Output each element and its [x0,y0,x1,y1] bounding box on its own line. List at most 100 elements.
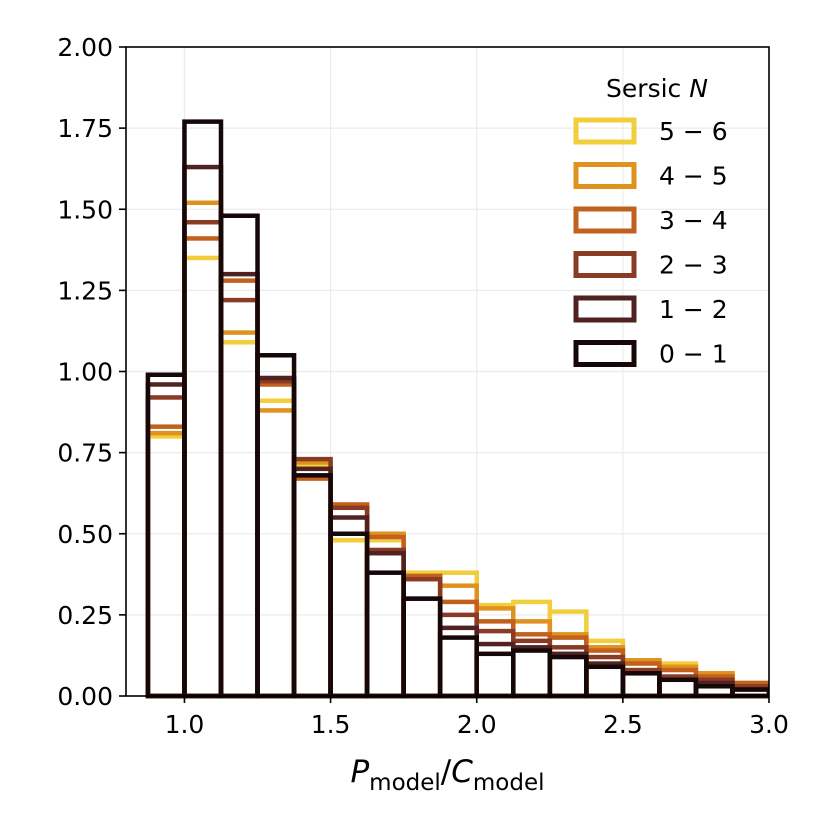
histogram-bar [364,534,406,699]
histogram-bar [145,424,187,699]
histogram-bar [255,378,297,699]
x-tick-label: 3.0 [749,710,789,739]
histogram-bar [218,213,260,699]
histogram-bar [620,671,662,699]
histogram-bar [437,635,479,699]
legend-item: 2 − 3 [573,251,728,280]
histogram-bar [474,602,516,699]
y-tick-label: 1.75 [57,114,113,143]
histogram-bar [437,570,479,699]
legend-label: 5 − 6 [659,117,728,146]
histogram-bar [291,463,333,699]
legend-swatch [573,206,637,234]
legend-item: 1 − 2 [573,295,728,324]
legend-label: 3 − 4 [659,206,728,235]
histogram-bar [401,573,443,699]
histogram-bar [218,340,260,699]
legend-label: 2 − 3 [659,251,728,280]
legend-items: 5 − 6 4 − 5 3 − 4 2 − 3 1 − 2 0 − 1 [573,117,728,369]
histogram-bar [291,456,333,699]
histogram-bar [182,119,224,699]
histogram-bar [328,505,370,699]
histogram-bar [657,667,699,699]
x-tick-label: 2.0 [457,710,497,739]
histogram-bar [474,628,516,699]
histogram-bar [291,460,333,699]
histogram-bar [511,632,553,699]
legend-swatch [573,295,637,323]
y-tick-label: 1.50 [57,195,113,224]
histogram-bar [364,570,406,699]
x-tick-label: 1.5 [311,710,351,739]
x-tick-label: 2.5 [603,710,643,739]
histogram-bar [255,353,297,699]
histogram-bar [218,330,260,699]
x-axis-label-sub-2: model [473,770,545,796]
legend-swatch [573,251,637,278]
x-axis: 1.0 1.5 2.0 2.5 3.0 [165,696,789,739]
y-tick-label: 0.50 [57,520,113,549]
histogram-bar [511,645,553,699]
x-axis-label-main-2: C [451,754,473,790]
histogram-bar [255,382,297,699]
histogram-bar [145,434,187,699]
histogram-bar [584,645,626,699]
histogram-bar [401,596,443,699]
histogram-bar [328,515,370,699]
x-axis-label: Pmodel/Cmodel [350,754,544,796]
legend-swatch [573,340,637,367]
legend-swatch [573,117,637,145]
legend-label: 1 − 2 [659,295,728,324]
histogram-bar [218,271,260,699]
histogram-bar [657,677,699,699]
histogram-bar [328,537,370,699]
histogram-bar [584,664,626,699]
histogram-bar [547,651,589,699]
series-2-3 [145,219,769,699]
y-tick-label: 0.75 [57,439,113,468]
y-tick-label: 0.25 [57,601,113,630]
histogram-bar [145,430,187,699]
histogram-bar [620,671,662,699]
legend-item: 5 − 6 [573,117,728,146]
histogram-bar [182,164,224,699]
legend-label: 4 − 5 [659,162,728,191]
histogram-bar [291,473,333,699]
legend-label: 0 − 1 [659,340,728,369]
histogram-bar [547,654,589,699]
histogram-bar [182,236,224,699]
y-tick-label: 1.25 [57,276,113,305]
legend: Sersic N 5 − 6 4 − 5 3 − 4 2 − 3 1 − 2 0 − 1 [573,74,728,369]
y-tick-label: 1.00 [57,358,113,387]
histogram-bar [291,476,333,699]
histogram-bar [255,375,297,699]
legend-swatch [573,162,637,189]
histogram-bar [255,408,297,699]
histogram-bar [182,200,224,699]
legend-item: 4 − 5 [573,162,728,191]
histogram-bar [145,372,187,699]
histogram-bar [291,466,333,699]
histogram-bar [182,219,224,699]
histogram-bar [401,570,443,699]
histogram-bar [182,255,224,699]
x-axis-label-sep: / [441,754,452,790]
y-tick-label: 2.00 [57,33,113,62]
histogram-bar [657,677,699,699]
y-tick-label: 0.00 [57,682,113,711]
histogram-bar [364,537,406,699]
histogram-bar [145,395,187,699]
x-axis-label-main-1: P [350,754,369,790]
legend-title-text: Sersic [606,74,689,103]
x-tick-label: 1.0 [165,710,205,739]
histogram-bar [693,684,735,699]
y-axis: 0.00 0.25 0.50 0.75 1.00 1.25 1.50 1.75 2.00 [57,33,126,711]
histogram-bar [511,648,553,699]
legend-title: Sersic N [606,74,708,103]
legend-item: 3 − 4 [573,206,728,235]
histogram-bar [401,596,443,699]
histogram-bar [547,632,589,699]
histogram-bar [401,573,443,699]
histogram-bar [474,651,516,699]
